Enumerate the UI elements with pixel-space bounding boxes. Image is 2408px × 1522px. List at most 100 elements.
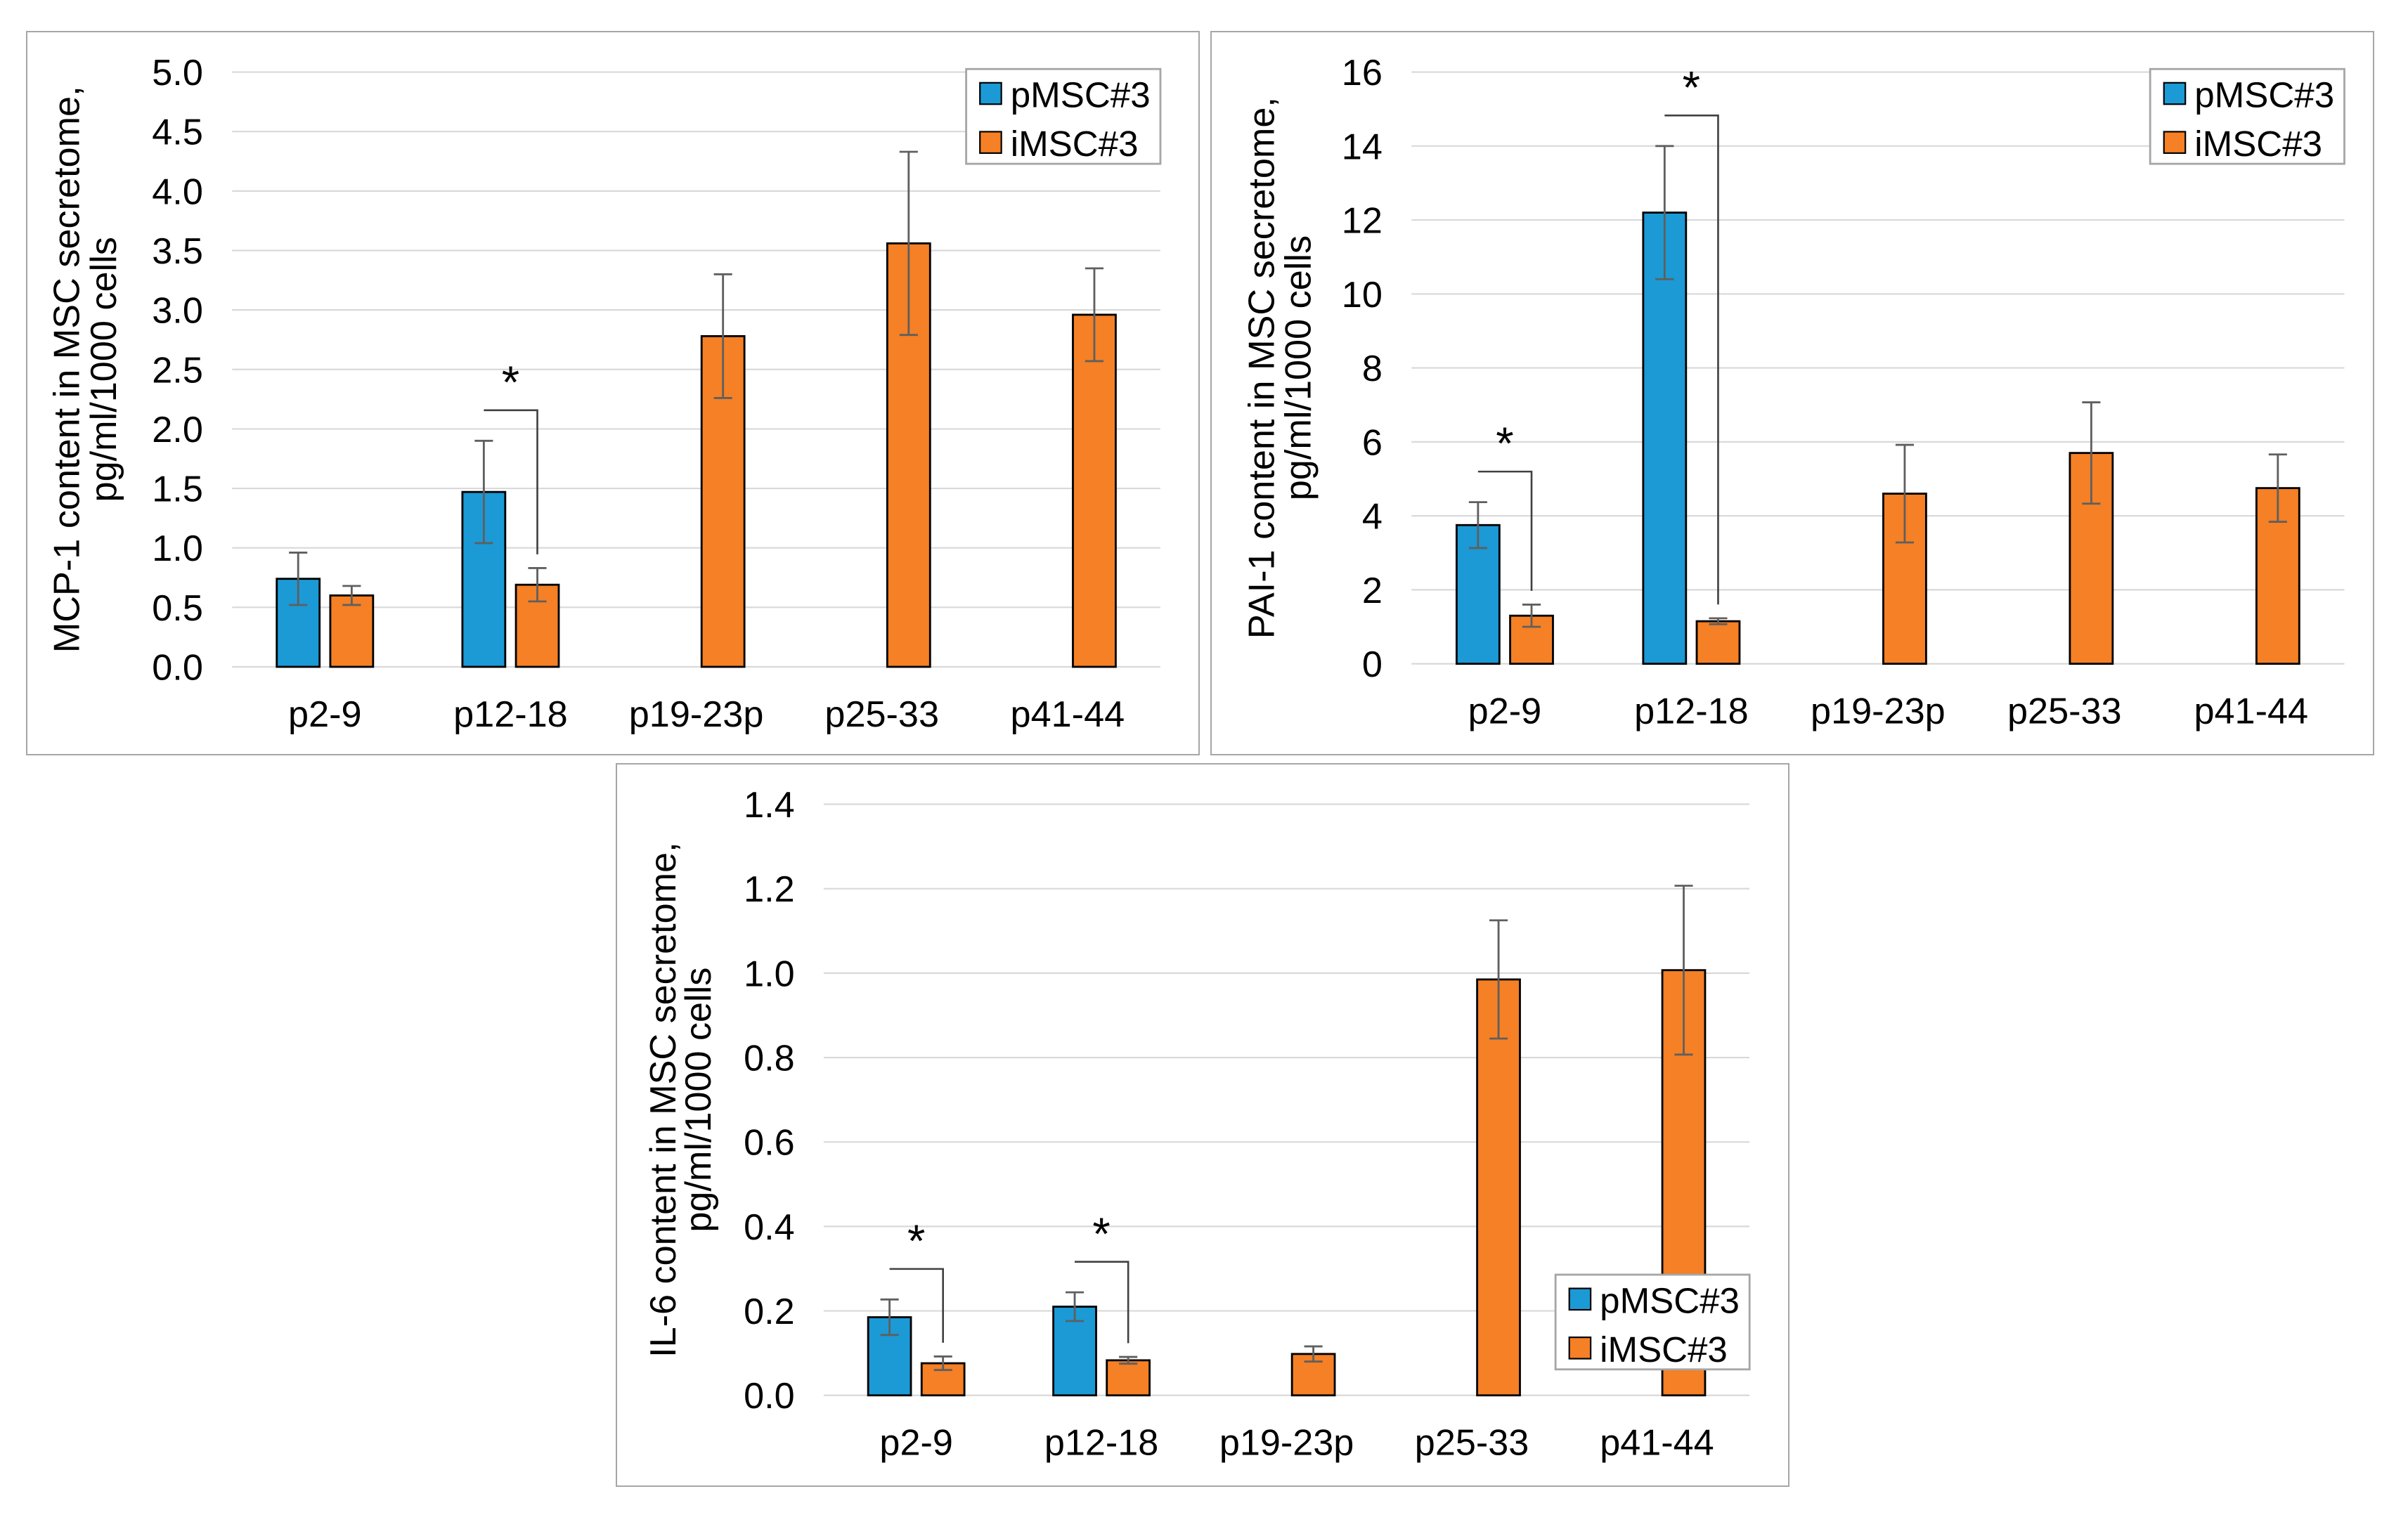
error-bar-pmsc-3-p2-9 [880,1298,899,1336]
x-tick-label: p19-23p [1219,1423,1354,1464]
error-bar-pmsc-3-p12-18 [474,439,493,545]
bar-imsc-3-p19-23p [1290,1353,1336,1397]
bar-imsc-3-p25-33 [1476,978,1521,1397]
series-pmsc-3 [1455,145,1688,665]
y-tick-label: 2.0 [152,410,203,450]
y-tick-label: 2.5 [152,350,203,391]
x-tick-label: p25-33 [824,694,939,735]
x-tick-label: p12-18 [1044,1423,1158,1464]
y-tick-label: 6 [1362,422,1383,463]
y-tick-label: 4.5 [152,112,203,153]
y-axis-title-line: MCP-1 content in MSC secretome, [47,86,88,653]
mcp-1-bar-chart: 0.0 0.5 1.0 1.5 2.0 2.5 3.0 3.5 4.0 4.5 5.0 MCP-1 c… [47,53,1162,735]
y-tick-label: 4.0 [152,171,203,212]
bar-imsc-3-p12-18 [1106,1359,1151,1397]
y-tick-label: 1.5 [152,469,203,510]
y-tick-label: 3.5 [152,231,203,272]
significance-star: * [907,1215,925,1266]
y-axis-title-line: pg/ml/1000 cells [678,968,719,1232]
legend-label-pmsc-3: pMSC#3 [2194,75,2334,115]
significance-p12-18: * [1075,1208,1129,1344]
y-gridlines [1411,71,2345,665]
legend-label-imsc-3: iMSC#3 [2194,124,2322,164]
y-tick-label: 10 [1342,275,1383,316]
y-tick-label: 0.4 [744,1207,795,1248]
y-tick-label: 1.4 [744,785,795,826]
pai-1-bar-chart: 0 2 4 6 8 10 12 14 16 PAI-1 content in MSC secret… [1241,53,2345,731]
error-bar-pmsc-3-p12-18 [1066,1291,1085,1322]
error-bar-imsc-3-p19-23p [1895,443,1914,544]
legend-swatch-pmsc-3 [979,82,1002,105]
y-tick-label: 3.0 [152,291,203,332]
x-tick-label: p12-18 [453,694,568,735]
error-bar-imsc-3-p2-9 [342,585,361,606]
significance-star: * [1683,62,1700,113]
il-6-bar-chart: 0.0 0.2 0.4 0.6 0.8 1.0 1.2 1.4 IL-6 content in … [643,785,1751,1464]
error-bar-imsc-3-p12-18 [1119,1355,1138,1365]
series-pmsc-3 [867,1291,1097,1397]
x-tick-label: p41-44 [1600,1423,1714,1464]
error-bar-imsc-3-p12-18 [528,567,547,603]
bar-imsc-3-p12-18 [1695,620,1741,665]
significance-p2-9: * [889,1215,944,1343]
x-tick-label: p25-33 [1415,1423,1529,1464]
significance-star: * [1092,1208,1110,1259]
bar-imsc-3-p2-9 [329,594,375,668]
error-bar-pmsc-3-p2-9 [1468,501,1487,549]
error-bar-imsc-3-p25-33 [899,150,918,337]
x-tick-label: p12-18 [1634,691,1749,731]
error-bar-imsc-3-p41-44 [1674,885,1693,1056]
legend-label-pmsc-3: pMSC#3 [1600,1280,1740,1320]
y-tick-label: 8 [1362,349,1383,389]
y-tick-label: 12 [1342,201,1383,242]
legend-swatch-pmsc-3 [1568,1287,1592,1311]
x-tick-label: p2-9 [288,694,362,735]
series-pmsc-3 [276,439,507,668]
y-tick-label: 1.2 [744,869,795,910]
x-tick-label: p25-33 [2007,691,2122,731]
x-tick-label: p19-23p [1811,691,1946,731]
bar-pmsc-3-p12-18 [1642,212,1688,665]
legend: pMSC#3 iMSC#3 [965,67,1162,165]
significance-bracket [1664,115,1719,605]
y-tick-label: 0.2 [744,1292,795,1332]
y-tick-label: 0.0 [744,1376,795,1417]
x-tick-label: p2-9 [879,1423,952,1464]
series-imsc-3 [329,150,1117,668]
significance-p12-18: * [484,356,538,554]
y-tick-label: 0.8 [744,1039,795,1079]
significance-bracket [1477,470,1533,591]
x-tick-label: p19-23p [629,694,764,735]
x-tick-label: p41-44 [1011,694,1125,735]
legend-label-imsc-3: iMSC#3 [1011,124,1139,164]
legend-swatch-imsc-3 [1568,1336,1592,1360]
legend: pMSC#3 iMSC#3 [1554,1273,1751,1371]
x-tick-label: p41-44 [2194,691,2308,731]
chart-panel-mcp-1: 0.0 0.5 1.0 1.5 2.0 2.5 3.0 3.5 4.0 4.5 5.0 MCP-1 c… [26,31,1200,755]
y-tick-label: 14 [1342,126,1383,167]
error-bar-imsc-3-p25-33 [1489,919,1508,1040]
error-bar-imsc-3-p12-18 [1709,617,1728,625]
significance-p2-9: * [1477,418,1533,591]
y-tick-label: 0.6 [744,1123,795,1164]
legend-swatch-pmsc-3 [2163,82,2187,105]
y-tick-label: 5.0 [152,53,203,93]
y-axis-title-line: pg/ml/1000 cells [1279,235,1319,500]
y-tick-label: 4 [1362,497,1383,538]
legend: pMSC#3 iMSC#3 [2149,67,2345,165]
y-axis-title-line: PAI-1 content in MSC secretome, [1241,97,1282,639]
significance-p12-18: * [1664,62,1719,605]
error-bar-imsc-3-p2-9 [1522,604,1541,628]
error-bar-imsc-3-p25-33 [2082,401,2101,505]
significance-star: * [502,356,519,408]
bar-imsc-3-p41-44 [1072,313,1117,668]
error-bar-imsc-3-p41-44 [2268,453,2287,523]
significance-bracket [484,409,538,554]
error-bar-imsc-3-p19-23p [713,273,732,399]
y-tick-label: 0 [1362,644,1383,685]
y-tick-label: 1.0 [152,528,203,569]
error-bar-pmsc-3-p12-18 [1655,145,1674,280]
y-tick-label: 0.5 [152,588,203,629]
legend-label-imsc-3: iMSC#3 [1600,1329,1728,1370]
error-bar-imsc-3-p41-44 [1085,267,1104,363]
